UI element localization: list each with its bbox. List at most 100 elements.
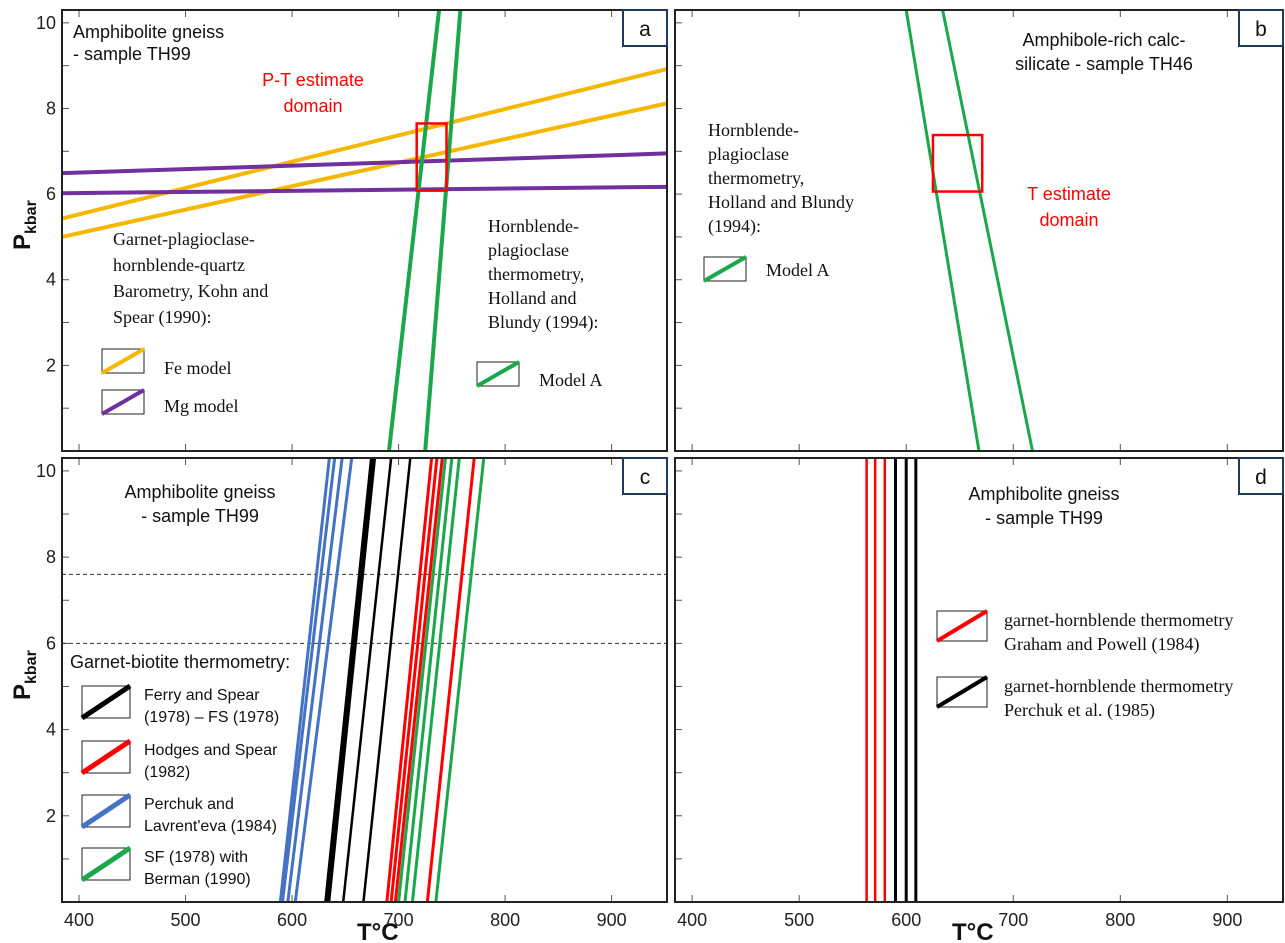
legend-mg-swatch xyxy=(101,388,145,416)
x-axis-label-c: T°C xyxy=(357,919,399,943)
legend-c-red-label-line-2: (1982) xyxy=(144,764,190,781)
series-line-black xyxy=(341,458,393,902)
thermometry-label-a-line-4: Holland and xyxy=(488,288,576,308)
plot-area xyxy=(904,10,1034,451)
title-b-line-1: Amphibole-rich calc- xyxy=(1022,30,1185,50)
legend-title-c: Garnet-biotite thermometry: xyxy=(70,652,290,672)
domain-label-a-2: domain xyxy=(283,96,342,116)
x-tick-label: 400 xyxy=(64,910,94,930)
panel-a: 2 4 6 8 10 a Amphibolite gneiss- sample TH99 P-… xyxy=(36,9,668,452)
series-line-blue xyxy=(286,458,344,902)
legend-c-blue-label-line-1: Perchuk and xyxy=(144,796,234,813)
title-a-line-2: - sample TH99 xyxy=(73,44,191,64)
x-tick-label: 700 xyxy=(998,910,1028,930)
x-tick-label: 700 xyxy=(384,910,414,930)
panel-frame xyxy=(61,9,668,452)
thermometry-label-b-line-5: (1994): xyxy=(708,216,761,237)
x-tick-label: 900 xyxy=(1212,910,1242,930)
series-line-black xyxy=(326,458,377,902)
legend-model-a-b-swatch xyxy=(703,255,747,283)
legend-model-a-b-label: Model A xyxy=(766,260,830,280)
legend-d-black-label-line-1: garnet-hornblende thermometry xyxy=(1004,676,1233,696)
series-line-purple xyxy=(62,184,667,196)
domain-label-b-2: domain xyxy=(1039,210,1098,230)
legend-c-green-label-line-2: Berman (1990) xyxy=(144,871,251,888)
series-line-red xyxy=(389,458,439,902)
series-line-purple xyxy=(62,151,667,176)
legend-d-black-label-line-2: Perchuk et al. (1985) xyxy=(1004,700,1155,721)
thermometry-label-b-line-3: thermometry, xyxy=(708,168,804,188)
barometry-label-line-3: Barometry, Kohn and xyxy=(113,281,268,301)
legend-fe-label: Fe model xyxy=(164,358,232,378)
series-line-black xyxy=(324,458,374,902)
series-line-green xyxy=(423,10,463,451)
title-c-line-1: Amphibolite gneiss xyxy=(124,482,275,502)
y-tick-label: 8 xyxy=(46,98,56,118)
panel-d: 400 500 600 700 800 900 d Amphibolite gneiss - s… xyxy=(674,457,1284,930)
title-d-line-1: Amphibolite gneiss xyxy=(968,484,1119,504)
barometry-label-line-4: Spear (1990): xyxy=(113,307,211,328)
plot-area xyxy=(62,10,667,451)
y-tick-label: 10 xyxy=(36,13,56,33)
legend-c-black-label-line-2: (1978) – FS (1978) xyxy=(144,709,279,726)
y-tick-label: 2 xyxy=(46,806,56,826)
y-tick-label: 6 xyxy=(46,184,56,204)
legend-c-blue-label-line-2: Lavrent'eva (1984) xyxy=(144,818,277,835)
series-line-orange xyxy=(62,101,667,239)
legend-c-black-swatch xyxy=(80,683,132,721)
legend-d-red-label-line-1: garnet-hornblende thermometry xyxy=(1004,610,1233,630)
series-line-green xyxy=(904,10,981,451)
thermometry-label-b-line-1: Hornblende- xyxy=(708,120,799,140)
panel-frame xyxy=(674,457,1284,903)
y-axis-label-top: Pkbar xyxy=(9,200,40,250)
estimate-domain-box xyxy=(415,122,448,192)
x-tick-label: 600 xyxy=(277,910,307,930)
legend-d-black-swatch xyxy=(935,675,989,709)
x-tick-label: 800 xyxy=(490,910,520,930)
plot-area xyxy=(62,458,667,902)
x-tick-label: 400 xyxy=(677,910,707,930)
series-line-green xyxy=(397,458,447,902)
thermometry-label-b-line-2: plagioclase xyxy=(708,144,789,164)
panel-label-box xyxy=(622,457,668,495)
x-tick-label: 900 xyxy=(597,910,627,930)
panel-label-box xyxy=(622,9,668,47)
legend-c-green-swatch xyxy=(80,845,132,883)
series-line-blue xyxy=(293,458,354,902)
legend-c-blue-swatch xyxy=(80,792,132,830)
y-tick-label: 6 xyxy=(46,633,56,653)
series-line-green xyxy=(434,458,486,902)
x-tick-label: 500 xyxy=(784,910,814,930)
domain-label-a-1: P-T estimate xyxy=(262,70,364,90)
panel-label: c xyxy=(640,466,651,489)
legend-mg-label: Mg model xyxy=(164,396,239,416)
series-line-red xyxy=(425,458,476,902)
series-line-green xyxy=(387,10,442,451)
panel-b: b Amphibole-rich calc-silicate - sample T… xyxy=(674,9,1284,452)
panel-label: d xyxy=(1255,466,1267,489)
x-tick-label: 600 xyxy=(891,910,921,930)
panel-label: b xyxy=(1255,18,1267,41)
series-line-blue xyxy=(280,458,337,902)
estimate-domain-box xyxy=(931,133,984,193)
x-tick-label: 800 xyxy=(1105,910,1135,930)
series-line-green xyxy=(403,458,454,902)
panel-label: a xyxy=(639,18,651,41)
y-tick-label: 4 xyxy=(46,270,56,290)
legend-c-black-label-line-1: Ferry and Spear xyxy=(144,687,260,704)
title-d-line-2: - sample TH99 xyxy=(985,508,1103,528)
legend-model-a-swatch xyxy=(476,360,520,388)
series-line-green xyxy=(941,10,1034,451)
y-tick-label: 8 xyxy=(46,547,56,567)
x-tick-label: 500 xyxy=(171,910,201,930)
series-line-red xyxy=(385,458,434,902)
title-b-line-2: silicate - sample TH46 xyxy=(1015,54,1193,74)
series-line-green xyxy=(410,458,461,902)
x-axis-label-d: T°C xyxy=(952,919,994,943)
domain-label-b-1: T estimate xyxy=(1027,184,1111,204)
panel-frame xyxy=(61,457,668,903)
series-line-orange xyxy=(62,67,667,221)
legend-model-a-label: Model A xyxy=(539,370,603,390)
legend-c-red-swatch xyxy=(80,738,132,776)
panel-c: 2 4 6 8 10 400 500 600 700 800 900 c Amphibolite gne… xyxy=(36,457,668,930)
